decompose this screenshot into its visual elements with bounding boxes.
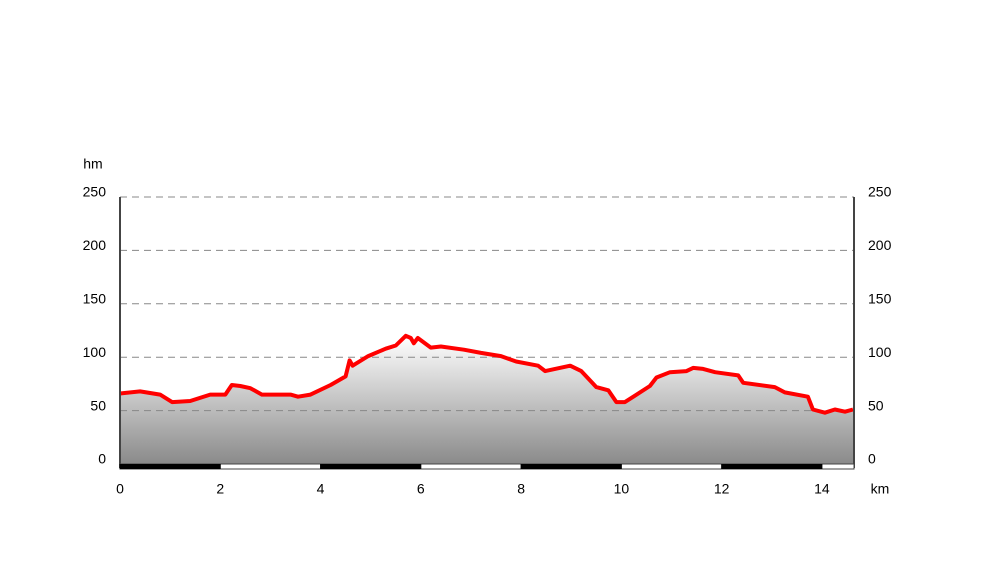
elevation-area <box>120 335 853 464</box>
distance-stripe <box>721 464 822 469</box>
y2-tick-label: 0 <box>868 451 876 467</box>
y2-tick-label: 100 <box>868 344 892 360</box>
y2-tick-label: 250 <box>868 184 892 200</box>
y-tick-label: 150 <box>83 291 107 307</box>
x-tick-label: 12 <box>714 481 730 497</box>
y-tick-label: 50 <box>90 397 106 413</box>
y-tick-label: 250 <box>83 184 107 200</box>
y2-tick-label: 50 <box>868 397 884 413</box>
x-axis-label: km <box>871 481 890 497</box>
distance-stripe <box>521 464 622 469</box>
x-tick-label: 6 <box>417 481 425 497</box>
y2-tick-label: 150 <box>868 291 892 307</box>
y2-tick-label: 200 <box>868 237 892 253</box>
x-tick-label: 14 <box>814 481 830 497</box>
x-tick-label: 0 <box>116 481 124 497</box>
y-tick-label: 200 <box>83 237 107 253</box>
elevation-line <box>119 333 854 415</box>
y-tick-label: 100 <box>83 344 107 360</box>
x-tick-label: 2 <box>216 481 224 497</box>
distance-stripe <box>120 464 221 469</box>
x-tick-label: 4 <box>317 481 325 497</box>
x-tick-label: 8 <box>517 481 525 497</box>
distance-stripe <box>320 464 421 469</box>
x-tick-label: 10 <box>614 481 630 497</box>
y-tick-label: 0 <box>98 451 106 467</box>
y-axis-label: hm <box>83 156 102 172</box>
